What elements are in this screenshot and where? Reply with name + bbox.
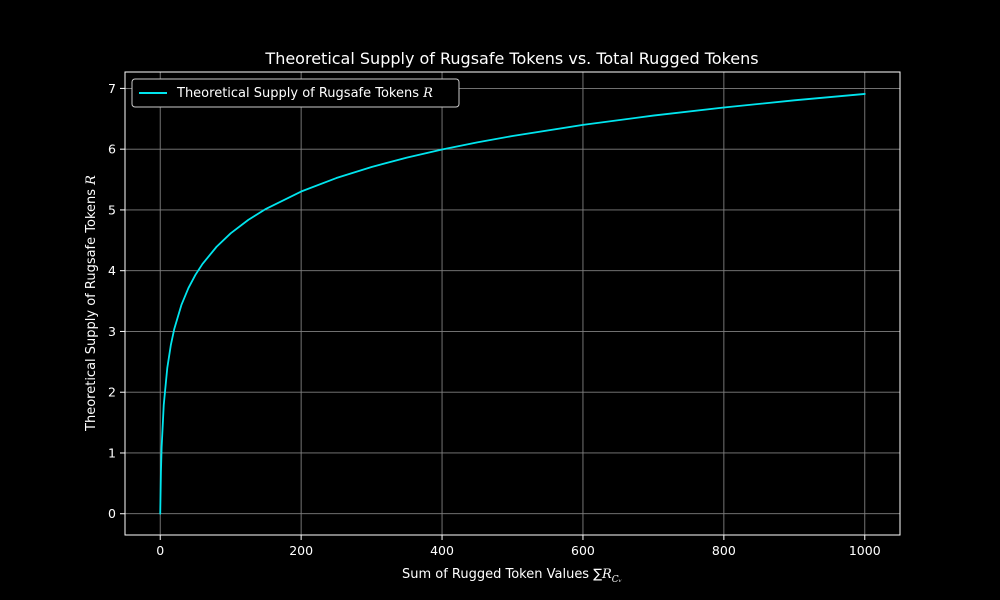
y-tick-label: 4 (108, 263, 116, 278)
y-tick-label: 7 (108, 81, 116, 96)
x-tick-label: 0 (156, 543, 164, 558)
series-layer (159, 93, 866, 515)
x-tick-label: 600 (571, 543, 595, 558)
x-tick-label: 800 (712, 543, 736, 558)
y-tick-label: 2 (108, 385, 116, 400)
chart-title: Theoretical Supply of Rugsafe Tokens vs.… (264, 49, 758, 68)
series-line (159, 93, 866, 515)
x-axis-label: Sum of Rugged Token Values ∑RCᵥ (402, 567, 622, 585)
legend: Theoretical Supply of Rugsafe Tokens R (131, 78, 460, 108)
y-tick-label: 3 (108, 324, 116, 339)
x-tick-label: 1000 (849, 543, 881, 558)
legend-label: Theoretical Supply of Rugsafe Tokens R (176, 86, 433, 101)
ticks: 0 200 400 600 800 1000 0 1 2 3 4 5 6 7 (108, 81, 881, 558)
x-tick-label: 400 (430, 543, 454, 558)
plot-frame (124, 71, 901, 536)
x-tick-label: 200 (289, 543, 313, 558)
y-tick-label: 6 (108, 142, 116, 157)
y-axis-label: Theoretical Supply of Rugsafe Tokens R (84, 175, 99, 432)
y-tick-label: 0 (108, 506, 116, 521)
y-tick-label: 1 (108, 445, 116, 460)
legend-box (131, 78, 460, 108)
y-tick-label: 5 (108, 202, 116, 217)
